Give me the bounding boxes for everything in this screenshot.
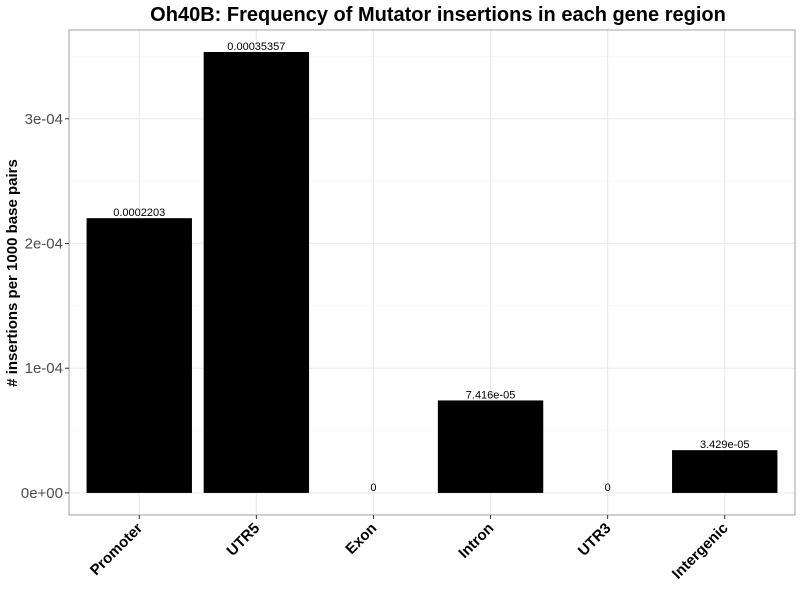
data-label: 7.416e-05: [466, 389, 516, 401]
x-tick-label: Intron: [455, 520, 497, 562]
data-label: 0.00035357: [227, 41, 285, 53]
x-tick-label: Exon: [342, 520, 380, 558]
data-label: 3.429e-05: [700, 439, 750, 451]
y-tick-label: 1e-04: [25, 360, 63, 377]
x-tick-label: UTR3: [575, 520, 615, 560]
data-label: 0.0002203: [113, 207, 165, 219]
plot-area: 0.0002203 0.00035357 0 7.416e-05 0 3.429e-05 0…: [21, 29, 796, 583]
y-tick-label: 2e-04: [25, 236, 63, 253]
x-tick-label: Intergenic: [669, 520, 732, 583]
bar-intergenic: [672, 450, 778, 493]
data-label: 0: [605, 482, 611, 494]
y-tick-label: 3e-04: [25, 111, 63, 128]
bar-intron: [437, 400, 544, 493]
bar-utr5: [203, 51, 310, 493]
panel-border: [68, 29, 796, 516]
data-label: 0: [370, 482, 376, 494]
y-tick-label: 0e+00: [21, 485, 63, 502]
x-tick-label: UTR5: [223, 520, 263, 560]
bar-promoter: [86, 218, 192, 493]
chart-title: Oh40B: Frequency of Mutator insertions i…: [150, 4, 726, 26]
y-axis-label: # insertions per 1000 base pairs: [4, 159, 21, 387]
x-tick-label: Promoter: [87, 520, 146, 579]
